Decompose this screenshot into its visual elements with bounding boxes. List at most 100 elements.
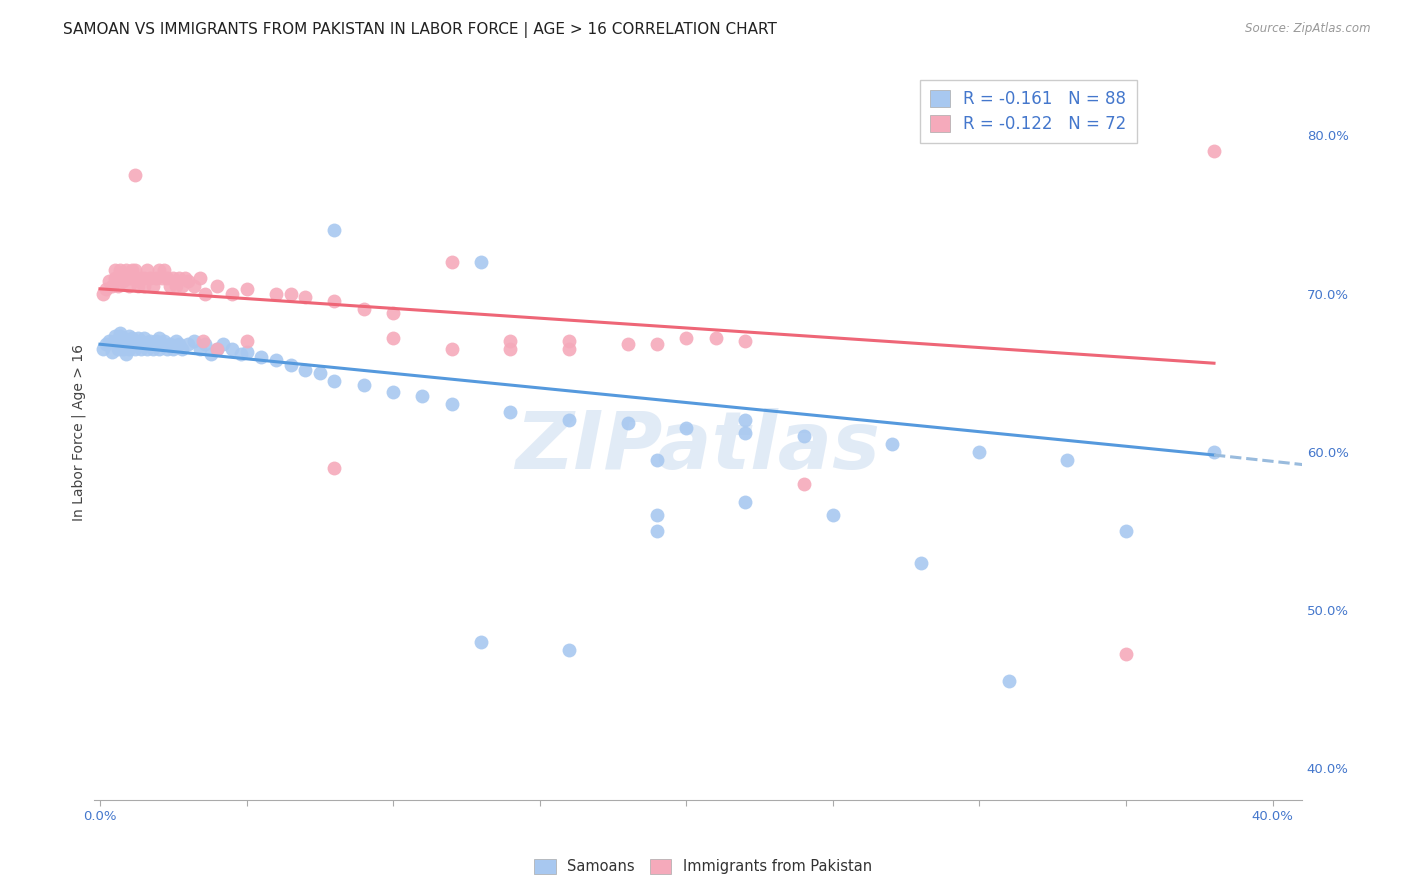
Point: [127, 278, 149, 293]
Point: [91, 342, 114, 356]
Point: [997, 674, 1019, 689]
Point: [382, 305, 405, 319]
Text: ZIPatlas: ZIPatlas: [516, 408, 880, 486]
Point: [188, 270, 211, 285]
Point: [94, 282, 117, 296]
Point: [323, 460, 346, 475]
Point: [1056, 452, 1078, 467]
Point: [264, 286, 287, 301]
Point: [382, 384, 405, 399]
Point: [124, 262, 146, 277]
Point: [167, 270, 190, 285]
Point: [793, 476, 815, 491]
Point: [910, 556, 932, 570]
Point: [97, 274, 120, 288]
Point: [212, 337, 235, 351]
Point: [558, 642, 581, 657]
Point: [135, 262, 157, 277]
Point: [183, 334, 205, 348]
Point: [110, 326, 132, 340]
Point: [221, 342, 243, 356]
Point: [104, 262, 127, 277]
Point: [142, 337, 165, 351]
Point: [558, 413, 581, 427]
Point: [645, 452, 668, 467]
Point: [191, 334, 214, 348]
Point: [558, 334, 581, 348]
Point: [170, 342, 193, 356]
Point: [1115, 524, 1137, 538]
Point: [353, 302, 375, 317]
Point: [165, 278, 187, 293]
Point: [440, 342, 463, 356]
Point: [821, 508, 844, 523]
Point: [145, 270, 167, 285]
Point: [323, 223, 346, 237]
Point: [167, 337, 190, 351]
Point: [235, 345, 257, 359]
Point: [264, 353, 287, 368]
Point: [353, 378, 375, 392]
Point: [470, 634, 492, 648]
Point: [734, 495, 756, 509]
Point: [118, 329, 141, 343]
Point: [121, 262, 143, 277]
Point: [139, 270, 162, 285]
Point: [969, 445, 991, 459]
Point: [118, 278, 141, 293]
Point: [194, 286, 217, 301]
Point: [470, 255, 492, 269]
Point: [100, 278, 122, 293]
Point: [159, 337, 181, 351]
Point: [162, 270, 184, 285]
Point: [115, 334, 138, 348]
Point: [440, 255, 463, 269]
Point: [148, 342, 170, 356]
Point: [91, 286, 114, 301]
Point: [323, 294, 346, 309]
Point: [294, 290, 316, 304]
Point: [156, 342, 179, 356]
Point: [205, 342, 228, 356]
Point: [616, 417, 638, 431]
Point: [734, 334, 756, 348]
Point: [162, 342, 184, 356]
Point: [129, 270, 152, 285]
Point: [124, 270, 146, 285]
Point: [174, 270, 197, 285]
Point: [229, 347, 252, 361]
Point: [645, 524, 668, 538]
Point: [558, 342, 581, 356]
Point: [142, 278, 165, 293]
Point: [110, 334, 132, 348]
Point: [115, 270, 138, 285]
Point: [793, 429, 815, 443]
Point: [110, 329, 132, 343]
Point: [135, 342, 157, 356]
Point: [148, 262, 170, 277]
Point: [153, 334, 176, 348]
Point: [280, 286, 302, 301]
Point: [127, 274, 149, 288]
Point: [135, 337, 157, 351]
Point: [170, 278, 193, 293]
Point: [104, 334, 127, 348]
Point: [118, 270, 141, 285]
Point: [107, 342, 129, 356]
Point: [382, 331, 405, 345]
Point: [183, 278, 205, 293]
Point: [156, 270, 179, 285]
Point: [280, 358, 302, 372]
Point: [205, 342, 228, 356]
Point: [616, 337, 638, 351]
Point: [145, 334, 167, 348]
Point: [100, 345, 122, 359]
Point: [1202, 445, 1225, 459]
Point: [323, 374, 346, 388]
Point: [177, 337, 200, 351]
Point: [294, 362, 316, 376]
Point: [139, 334, 162, 348]
Point: [645, 337, 668, 351]
Point: [129, 342, 152, 356]
Point: [440, 397, 463, 411]
